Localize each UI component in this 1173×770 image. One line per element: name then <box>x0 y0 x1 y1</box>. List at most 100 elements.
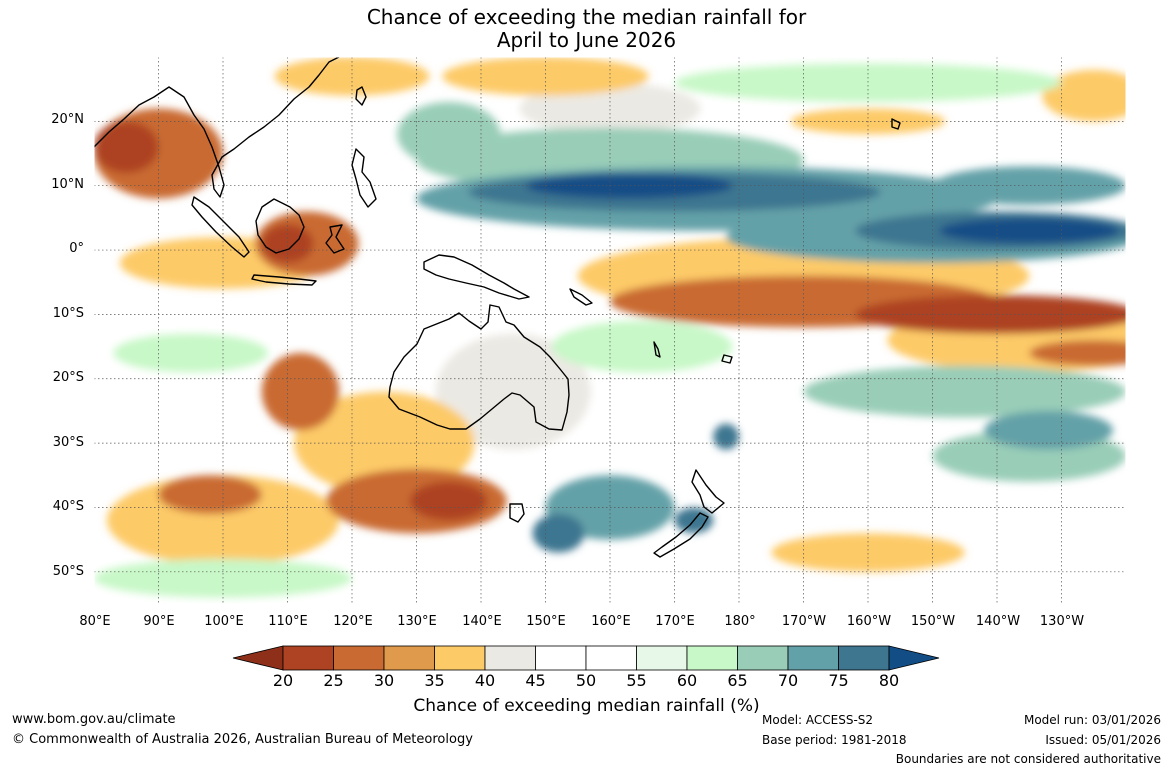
longitude-label: 120°E <box>333 614 373 629</box>
model-name: Model: ACCESS-S2 <box>762 713 874 727</box>
latitude-label: 10°S <box>52 306 84 321</box>
issued-date: Issued: 05/01/2026 <box>1045 733 1161 747</box>
probability-region <box>1029 340 1126 366</box>
latitude-label: 0° <box>69 241 84 256</box>
colorbar-tick-label: 55 <box>626 671 647 690</box>
colorbar <box>232 645 940 671</box>
graticule <box>94 57 1126 604</box>
longitude-label: 110°E <box>268 614 308 629</box>
probability-region <box>113 333 269 373</box>
probability-region <box>674 63 1062 103</box>
map-title-line-1: Chance of exceeding the median rainfall … <box>366 5 807 29</box>
colorbar-tick-label: 80 <box>878 671 900 690</box>
longitude-label: 140°E <box>462 614 502 629</box>
colorbar-tick-label: 70 <box>777 671 799 690</box>
vanuatu-coastline <box>653 341 661 358</box>
coastlines <box>94 57 901 558</box>
hawaii-coastline <box>891 118 901 130</box>
website-link[interactable]: www.bom.gov.au/climate <box>12 712 176 727</box>
colorbar-swatch <box>484 645 536 671</box>
colorbar-tick-label: 35 <box>424 671 445 690</box>
probability-region <box>526 172 733 199</box>
sumatra-coastline <box>191 196 250 258</box>
probability-region <box>261 353 340 431</box>
boundaries-disclaimer: Boundaries are not considered authoritat… <box>895 752 1161 766</box>
longitude-label: 130°W <box>1039 614 1085 629</box>
fiji-coastline <box>721 354 733 364</box>
base-period: Base period: 1981-2018 <box>762 733 907 747</box>
longitude-label: 150°W <box>910 614 956 629</box>
probability-region <box>938 217 1120 244</box>
probability-region <box>551 320 733 373</box>
colorbar-tick-label: 45 <box>525 671 546 690</box>
longitude-label: 160°W <box>846 614 892 629</box>
colorbar-tick-label: 20 <box>272 671 294 690</box>
colorbar-high-extension <box>888 645 940 671</box>
latitude-label: 20°S <box>52 370 84 385</box>
colorbar-swatch <box>737 645 789 671</box>
probability-region <box>984 410 1114 450</box>
probability-region <box>158 475 262 514</box>
colorbar-swatch <box>535 645 587 671</box>
longitude-label: 130°E <box>397 614 437 629</box>
longitude-label: 160°E <box>591 614 631 629</box>
colorbar-tick-label: 30 <box>373 671 395 690</box>
colorbar-label: Chance of exceeding median rainfall (%) <box>413 696 760 716</box>
colorbar-swatch <box>838 645 890 671</box>
nz-south-island-coastline <box>653 512 709 558</box>
longitude-label: 90°E <box>143 614 175 629</box>
probability-shading <box>94 57 1126 598</box>
probability-region <box>410 481 488 521</box>
colorbar-swatch <box>383 645 435 671</box>
probability-region <box>274 57 430 96</box>
colorbar-tick-label: 60 <box>676 671 698 690</box>
new-guinea-coastline <box>423 254 530 300</box>
tasmania-coastline <box>509 503 525 523</box>
probability-region <box>1042 69 1126 122</box>
longitude-label: 170°W <box>781 614 827 629</box>
java-coastline <box>251 274 317 286</box>
longitude-label: 170°E <box>655 614 695 629</box>
colorbar-swatch <box>333 645 385 671</box>
latitude-label: 10°N <box>51 177 84 192</box>
probability-region <box>803 365 1126 418</box>
colorbar-tick-label: 40 <box>474 671 496 690</box>
colorbar-low-extension <box>232 645 284 671</box>
probability-region <box>435 333 591 450</box>
probability-region <box>932 166 1126 206</box>
probability-region <box>532 513 585 553</box>
colorbar-tick-label: 75 <box>828 671 849 690</box>
australia-coastline <box>388 304 570 431</box>
colorbar-swatch <box>434 645 486 671</box>
colorbar-swatch <box>787 645 839 671</box>
copyright-notice: © Commonwealth of Australia 2026, Austra… <box>12 732 473 747</box>
taiwan-coastline <box>355 86 367 106</box>
probability-region <box>771 533 965 572</box>
latitude-label: 20°N <box>51 112 84 127</box>
longitude-label: 180° <box>724 614 756 629</box>
colorbar-swatch <box>585 645 637 671</box>
latitude-label: 50°S <box>52 564 84 579</box>
colorbar-tick-label: 25 <box>323 671 344 690</box>
colorbar-tick-label: 50 <box>575 671 597 690</box>
sulawesi-coastline <box>325 224 345 254</box>
probability-region <box>397 102 501 167</box>
model-run-date: Model run: 03/01/2026 <box>1023 713 1161 727</box>
latitude-label: 30°S <box>52 435 84 450</box>
nz-north-island-coastline <box>691 469 725 514</box>
colorbar-tick-label: 65 <box>727 671 748 690</box>
longitude-label: 140°W <box>975 614 1021 629</box>
longitude-label: 100°E <box>204 614 244 629</box>
philippines-coastline <box>351 148 377 208</box>
probability-region <box>442 57 649 96</box>
longitude-label: 150°E <box>526 614 566 629</box>
probability-region <box>293 391 475 495</box>
probability-region <box>94 121 159 173</box>
borneo-coastline <box>255 198 305 254</box>
colorbar-swatch <box>636 645 688 671</box>
latitude-label: 40°S <box>52 499 84 514</box>
solomon-islands-coastline <box>569 288 593 306</box>
map-title-line-2: April to June 2026 <box>496 28 677 52</box>
longitude-label: 80°E <box>79 614 111 629</box>
asia-mainland-coastline <box>94 57 340 198</box>
